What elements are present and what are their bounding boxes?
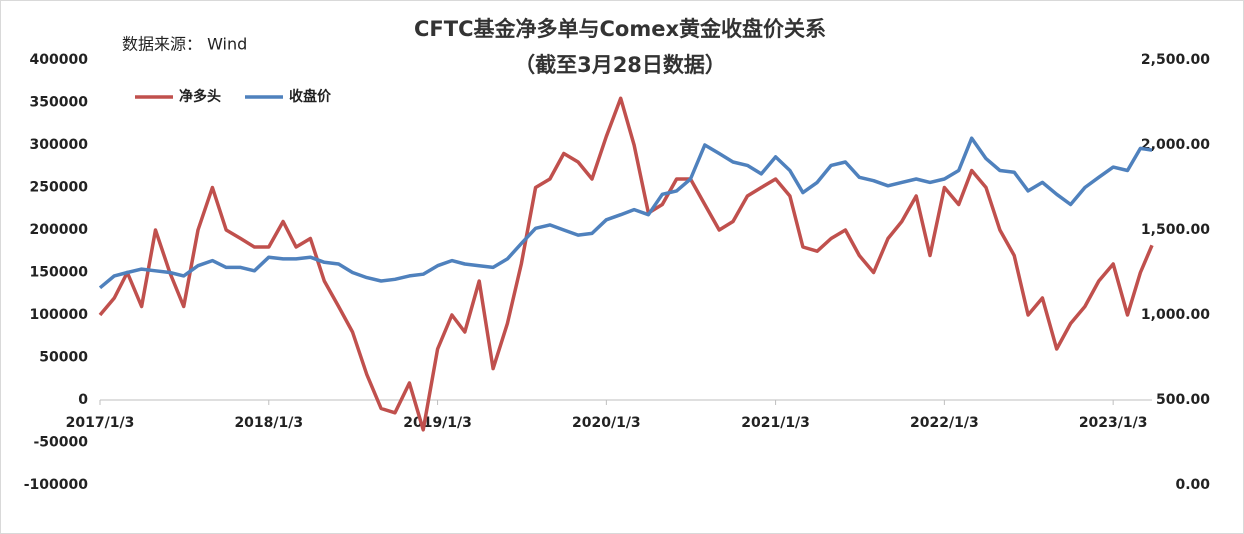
y2-tick-label: 1,000.00: [1141, 307, 1210, 323]
x-tick-label: 2022/1/3: [910, 415, 979, 431]
legend-label: 净多头: [179, 88, 221, 105]
series-line: [98, 96, 1154, 432]
x-tick-label: 2017/1/3: [66, 415, 135, 431]
x-tick-label: 2018/1/3: [234, 415, 303, 431]
x-tick-label: 2020/1/3: [572, 415, 641, 431]
chart-subtitle: （截至3月28日数据）: [514, 53, 726, 77]
chart-title: CFTC基金净多单与Comex黄金收盘价关系: [414, 17, 826, 41]
y-tick-label: 400000: [30, 52, 89, 68]
y-tick-label: -100000: [24, 477, 89, 493]
legend-label: 收盘价: [289, 88, 332, 105]
y2-tick-label: 0.00: [1175, 477, 1210, 493]
y2-tick-label: 1,500.00: [1141, 222, 1210, 238]
x-tick-label: 2023/1/3: [1079, 415, 1148, 431]
y-tick-label: 0: [78, 392, 88, 408]
y2-tick-label: 2,500.00: [1141, 52, 1210, 68]
source-note: 数据来源： Wind: [122, 35, 247, 54]
y-tick-label: 350000: [30, 95, 89, 111]
x-tick-label: 2021/1/3: [741, 415, 810, 431]
y-tick-label: -50000: [33, 435, 88, 451]
series-line: [98, 136, 1153, 290]
y-tick-label: 150000: [30, 265, 89, 281]
y-tick-label: 200000: [30, 222, 89, 238]
y-tick-label: 100000: [30, 307, 89, 323]
y2-tick-label: 500.00: [1156, 392, 1210, 408]
y-tick-label: 50000: [39, 350, 88, 366]
x-tick-label: 2019/1/3: [403, 415, 472, 431]
y-tick-label: 300000: [30, 137, 89, 153]
y2-tick-label: 2,000.00: [1141, 137, 1210, 153]
y-tick-label: 250000: [30, 180, 89, 196]
